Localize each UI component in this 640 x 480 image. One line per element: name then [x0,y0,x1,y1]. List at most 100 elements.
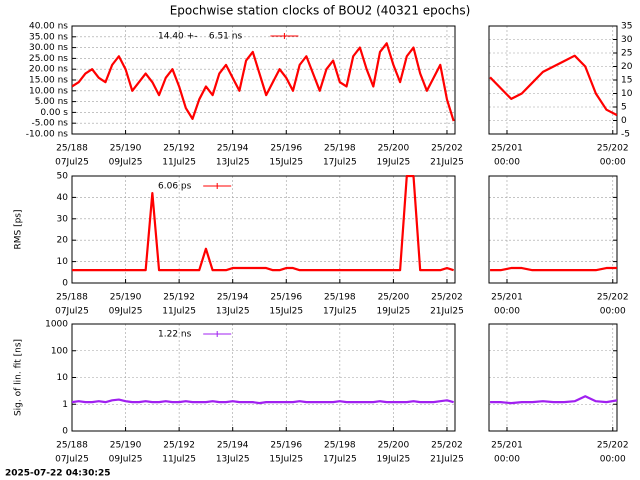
x-tick-label: 25/194 [217,293,249,303]
timestamp: 2025-07-22 04:30:25 [5,469,110,479]
x-tick-date: 15Jul25 [269,455,303,465]
series-line [72,175,454,272]
y-tick-label: -10.00 ns [26,130,69,140]
x-tick-date: 00:00 [600,455,626,465]
x-tick-date: 13Jul25 [216,158,250,168]
plot-frame [71,323,456,432]
x-tick-date: 17Jul25 [323,455,357,465]
x-tick-label: 25/200 [378,441,410,451]
x-tick-label: 25/190 [110,441,142,451]
x-tick-label: 25/196 [270,293,302,303]
y-tick-label: 5 [621,103,627,113]
x-tick-label: 25/202 [431,441,463,451]
x-tick-date: 17Jul25 [323,307,357,317]
legend-marker [214,183,221,189]
x-tick-date: 11Jul25 [162,307,196,317]
x-tick-date: 09Jul25 [109,158,143,168]
x-tick-label: 25/196 [270,144,302,154]
y-tick-label: 0 [621,116,627,126]
y-tick-label: 50 [57,172,69,182]
x-tick-label: 25/201 [491,144,523,154]
y-tick-label: 30.00 ns [29,43,68,53]
y-tick-label: 40.00 ns [29,22,68,32]
series-line [72,42,455,122]
y-tick-label: -5.00 ns [31,119,68,129]
plot-frame [71,25,456,135]
plot-frame [488,323,618,432]
x-tick-date: 11Jul25 [162,455,196,465]
x-tick-label: 25/202 [431,144,463,154]
x-tick-date: 21Jul25 [430,158,464,168]
x-tick-date: 15Jul25 [269,307,303,317]
y-tick-label: 100 [51,346,68,356]
y-tick-label: 35 [621,22,632,32]
x-tick-label: 25/202 [597,441,629,451]
x-tick-label: 25/202 [597,293,629,303]
plot-frame [488,175,618,284]
legend-label: 1.22 ns [158,330,192,340]
y-tick-label: 0 [62,279,68,289]
x-tick-date: 00:00 [494,307,520,317]
x-tick-label: 25/188 [56,441,88,451]
x-tick-date: 19Jul25 [377,455,411,465]
x-tick-label: 25/190 [110,144,142,154]
y-tick-label: 10 [57,257,69,267]
plot-frame [71,175,456,284]
y-tick-label: 1000 [45,320,68,330]
x-tick-date: 11Jul25 [162,158,196,168]
y-tick-label: 35.00 ns [29,32,68,42]
y-tick-label: 0.00 s [40,108,68,118]
chart-title: Epochwise station clocks of BOU2 (40321 … [170,4,471,18]
x-tick-label: 25/201 [491,441,523,451]
y-tick-label: 1 [62,400,68,410]
x-tick-label: 25/194 [217,441,249,451]
x-tick-date: 09Jul25 [109,307,143,317]
y-tick-label: 0 [62,427,68,437]
x-tick-label: 25/200 [378,144,410,154]
x-tick-label: 25/196 [270,441,302,451]
y-axis-label: Sig. of lin. fit [ns] [14,339,24,416]
x-tick-label: 25/201 [491,293,523,303]
x-tick-date: 00:00 [494,158,520,168]
y-tick-label: 20 [621,62,633,72]
x-tick-label: 25/202 [431,293,463,303]
y-tick-label: 40 [57,193,69,203]
x-tick-date: 13Jul25 [216,455,250,465]
series-line [490,266,617,272]
y-tick-label: 20.00 ns [29,65,68,75]
series-line [490,395,617,405]
y-tick-label: 5.00 ns [35,97,69,107]
x-tick-date: 07Jul25 [55,307,89,317]
plot-frame [488,25,618,135]
x-tick-label: 25/194 [217,144,249,154]
x-tick-label: 25/192 [163,293,195,303]
x-tick-label: 25/198 [324,441,356,451]
x-tick-label: 25/198 [324,293,356,303]
x-tick-label: 25/188 [56,293,88,303]
y-tick-label: -5 [621,130,630,140]
x-tick-label: 25/198 [324,144,356,154]
y-tick-label: 25 [621,49,632,59]
x-tick-date: 13Jul25 [216,307,250,317]
x-tick-date: 07Jul25 [55,455,89,465]
y-tick-label: 10 [57,373,69,383]
y-tick-label: 10.00 ns [29,86,68,96]
y-tick-label: 15 [621,76,632,86]
x-tick-label: 25/202 [597,144,629,154]
legend-marker [214,331,221,337]
x-tick-date: 00:00 [494,455,520,465]
y-axis-label: RMS [ps] [14,209,24,249]
x-tick-label: 25/188 [56,144,88,154]
x-tick-date: 07Jul25 [55,158,89,168]
legend-label: 14.40 +- 6.51 ns [158,32,242,42]
x-tick-date: 00:00 [600,307,626,317]
x-tick-date: 00:00 [600,158,626,168]
x-tick-label: 25/200 [378,293,410,303]
x-tick-date: 17Jul25 [323,158,357,168]
x-tick-label: 25/190 [110,293,142,303]
x-tick-label: 25/192 [163,144,195,154]
y-tick-label: 15.00 ns [29,76,68,86]
x-tick-date: 21Jul25 [430,455,464,465]
legend-marker [281,33,288,39]
